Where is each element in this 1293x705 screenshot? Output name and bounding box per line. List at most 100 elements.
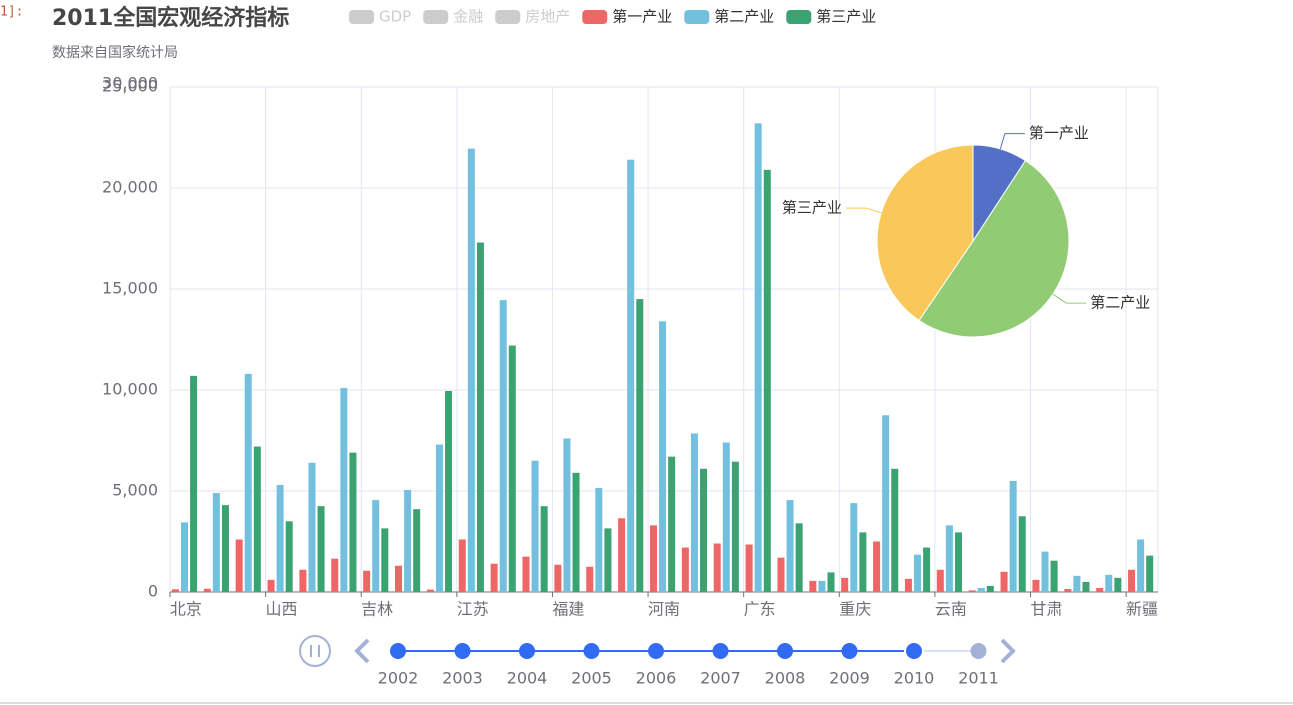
- bar: [914, 554, 922, 592]
- next-button[interactable]: [1000, 638, 1016, 664]
- legend-icon[interactable]: [495, 10, 521, 24]
- legend-icon[interactable]: [684, 10, 710, 24]
- bar: [404, 489, 412, 592]
- x-tick-label: 重庆: [839, 600, 871, 619]
- timeline-label[interactable]: 2010: [894, 669, 935, 688]
- bar: [458, 539, 466, 592]
- timeline-point[interactable]: [648, 643, 664, 659]
- bar: [986, 585, 994, 592]
- bar: [891, 468, 899, 592]
- bar: [522, 556, 530, 592]
- bar: [563, 438, 571, 592]
- bar: [795, 523, 803, 592]
- y-tick-label: 15,000: [102, 279, 158, 298]
- chart-title: 2011全国宏观经济指标: [52, 5, 289, 31]
- bar: [212, 493, 220, 592]
- bar: [190, 375, 198, 592]
- timeline-label[interactable]: 2006: [636, 669, 677, 688]
- cell-prompt: 1]:: [0, 5, 23, 20]
- bar: [841, 577, 849, 592]
- bar: [882, 415, 890, 592]
- timeline-label[interactable]: 2003: [442, 669, 483, 688]
- bar: [413, 509, 421, 592]
- bar: [618, 518, 626, 592]
- timeline-point[interactable]: [454, 643, 471, 659]
- bar: [690, 433, 698, 592]
- timeline-label[interactable]: 2002: [378, 669, 419, 688]
- x-tick-label: 福建: [552, 600, 584, 619]
- bar: [945, 525, 953, 592]
- timeline-label[interactable]: 2008: [765, 669, 806, 688]
- bar: [299, 569, 307, 592]
- legend-icon[interactable]: [349, 10, 374, 24]
- bar: [1041, 551, 1049, 592]
- bar: [786, 500, 794, 592]
- prev-button[interactable]: [354, 638, 370, 664]
- play-button[interactable]: [299, 635, 331, 667]
- legend-label[interactable]: 第一产业: [612, 8, 672, 26]
- pie-label: 第三产业: [782, 199, 842, 217]
- legend-icon[interactable]: [423, 10, 449, 24]
- legend-label[interactable]: 金融: [453, 8, 483, 26]
- timeline-point[interactable]: [390, 643, 406, 659]
- bar: [180, 522, 189, 592]
- timeline-point[interactable]: [970, 643, 987, 659]
- timeline-point[interactable]: [841, 643, 858, 659]
- legend-label[interactable]: GDP: [379, 8, 411, 26]
- bar: [221, 505, 229, 592]
- pie-label: 第二产业: [1090, 294, 1150, 312]
- bar: [1000, 571, 1008, 592]
- bar: [745, 544, 753, 592]
- bar: [499, 300, 507, 592]
- bar: [954, 532, 962, 592]
- bar: [1096, 587, 1104, 592]
- timeline-current[interactable]: [904, 641, 924, 661]
- timeline-point[interactable]: [583, 643, 600, 659]
- chart-subtitle: 数据来自国家统计局: [52, 44, 178, 61]
- timeline-label[interactable]: 2005: [571, 669, 612, 688]
- bar: [1009, 480, 1017, 592]
- y-tick-label: 25,000: [102, 77, 158, 96]
- timeline-point[interactable]: [712, 643, 729, 659]
- y-tick-label: 10,000: [102, 380, 158, 399]
- legend-label[interactable]: 第二产业: [714, 8, 774, 26]
- pie-label: 第一产业: [1029, 124, 1089, 142]
- bar: [1050, 560, 1058, 592]
- bar: [1018, 516, 1026, 592]
- bar: [968, 590, 976, 592]
- bar: [244, 373, 252, 592]
- timeline-label[interactable]: 2004: [507, 669, 548, 688]
- legend-label[interactable]: 房地产: [525, 8, 570, 26]
- x-tick-label: 吉林: [361, 600, 393, 619]
- bar: [253, 446, 261, 592]
- bar: [317, 506, 325, 592]
- timeline-label[interactable]: 2007: [700, 669, 741, 688]
- bar: [426, 589, 434, 592]
- bar: [627, 159, 635, 592]
- bar: [1114, 577, 1122, 592]
- bar: [1105, 574, 1113, 592]
- bar: [1128, 569, 1136, 592]
- bar: [467, 148, 475, 593]
- bar: [777, 557, 785, 592]
- timeline-label[interactable]: 2011: [958, 669, 999, 688]
- bar: [476, 242, 484, 593]
- bar: [731, 461, 739, 592]
- bar: [586, 566, 594, 592]
- timeline-point[interactable]: [519, 643, 535, 659]
- bar: [435, 444, 443, 592]
- legend-icon[interactable]: [786, 10, 812, 24]
- timeline-label[interactable]: 2009: [829, 669, 870, 688]
- legend-label[interactable]: 第三产业: [816, 8, 876, 26]
- bar: [977, 587, 985, 592]
- bar: [873, 541, 881, 592]
- bar: [604, 528, 612, 592]
- bar: [445, 391, 453, 592]
- y-tick-label: 5,000: [112, 481, 158, 500]
- bar: [904, 578, 912, 592]
- bar: [331, 558, 339, 592]
- timeline-point[interactable]: [777, 643, 793, 659]
- bar: [850, 503, 858, 592]
- legend-icon[interactable]: [582, 10, 608, 24]
